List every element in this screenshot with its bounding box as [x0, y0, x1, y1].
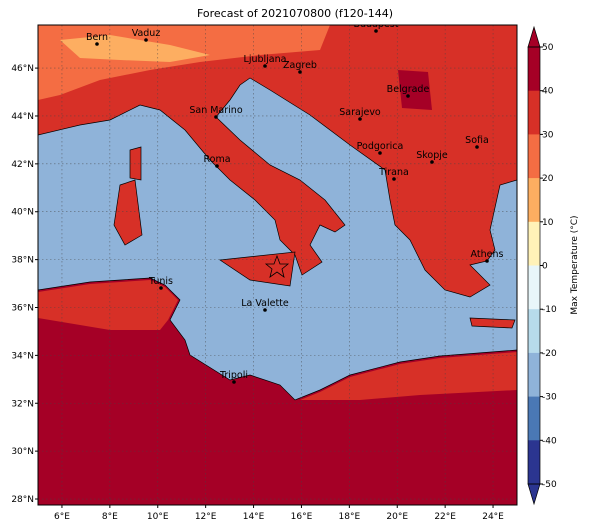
city-dot — [475, 145, 479, 149]
colorbar-band — [528, 90, 540, 135]
colorbar-band — [528, 265, 540, 310]
x-tick-label: 10°E — [147, 512, 169, 522]
city-dot — [485, 259, 489, 263]
colorbar-band — [528, 309, 540, 354]
city-label: Tirana — [378, 167, 409, 178]
y-tick-label: 46°N — [11, 64, 34, 74]
colorbar-tick-label: 0 — [542, 262, 548, 272]
city-label: La Valette — [241, 298, 289, 309]
colorbar-band — [528, 221, 540, 266]
hot-zone — [398, 70, 432, 110]
city-dot — [392, 177, 396, 181]
y-tick-label: 28°N — [11, 495, 34, 505]
city-dot — [159, 286, 163, 290]
colorbar-band — [528, 134, 540, 179]
x-tick-label: 6°E — [54, 512, 70, 522]
x-tick-label: 8°E — [102, 512, 118, 522]
city-label: Sofia — [465, 135, 489, 146]
city-label: Zagreb — [283, 60, 317, 71]
colorbar-tick-label: -40 — [542, 436, 557, 446]
city-dot — [358, 117, 362, 121]
city-dot — [263, 64, 267, 68]
corsica — [129, 146, 142, 181]
graticule — [38, 25, 517, 505]
colorbar-extend-bottom — [527, 483, 541, 506]
city-dot — [214, 115, 218, 119]
sicily — [219, 251, 296, 287]
city-dot — [263, 308, 267, 312]
sardinia — [113, 179, 143, 246]
colorbar-band — [528, 396, 540, 441]
colorbar-tick-label: 30 — [542, 130, 554, 140]
city-dot — [144, 38, 148, 42]
title: Forecast of 2021070800 (f120-144) — [197, 7, 393, 20]
city-label: Belgrade — [387, 84, 430, 95]
city-dot — [406, 94, 410, 98]
y-tick-label: 42°N — [11, 160, 34, 170]
colorbar-band — [528, 440, 540, 485]
city-label: Vaduz — [132, 28, 161, 39]
colorbar-tick-label: 50 — [542, 43, 554, 53]
city-dot — [232, 380, 236, 384]
city-dot — [298, 70, 302, 74]
city-label: Ljubljana — [244, 54, 287, 65]
colorbar-label: Max Temperature (°C) — [570, 215, 580, 314]
city-dot — [374, 29, 378, 33]
alps-zone — [60, 35, 210, 62]
colorbar-tick-label: 20 — [542, 174, 554, 184]
city-dot — [430, 160, 434, 164]
city-dot — [95, 42, 99, 46]
africa — [38, 277, 517, 505]
colorbar-tick-label: -50 — [542, 480, 557, 490]
star-marker — [264, 254, 290, 278]
colorbar-band — [528, 47, 540, 92]
city-label: Sarajevo — [339, 107, 381, 118]
city-dot — [215, 164, 219, 168]
map-frame — [37, 24, 518, 506]
x-tick-label: 20°E — [386, 512, 408, 522]
x-tick-label: 12°E — [195, 512, 217, 522]
city-label: Bern — [86, 32, 108, 43]
city-label: San Marino — [189, 105, 242, 116]
x-tick-label: 22°E — [434, 512, 456, 522]
colorbar-extend-top — [527, 25, 541, 48]
colorbar-tick-label: -20 — [542, 349, 557, 359]
crete — [469, 317, 516, 329]
colorbar-band — [528, 352, 540, 398]
city-label: Tripoli — [219, 370, 248, 381]
y-tick-label: 38°N — [11, 256, 34, 266]
x-tick-label: 24°E — [482, 512, 504, 522]
colorbar-tick-label: -10 — [542, 305, 557, 315]
x-tick-label: 18°E — [339, 512, 361, 522]
x-tick-label: 14°E — [243, 512, 265, 522]
y-tick-label: 40°N — [11, 208, 34, 218]
city-label: Podgorica — [357, 141, 404, 152]
city-label: Roma — [203, 154, 230, 165]
colorbar-tick-label: 40 — [542, 87, 554, 97]
y-tick-label: 34°N — [11, 351, 34, 361]
city-label: Skopje — [416, 150, 448, 161]
city-dot — [378, 151, 382, 155]
colorbar-tick-label: -30 — [542, 393, 557, 403]
x-tick-label: 16°E — [291, 512, 313, 522]
y-tick-label: 44°N — [11, 112, 34, 122]
city-label: Budapest — [354, 19, 399, 30]
y-tick-label: 30°N — [11, 447, 34, 457]
colorbar-band — [528, 178, 540, 223]
y-tick-label: 32°N — [11, 399, 34, 409]
city-label: Athens — [471, 249, 504, 260]
colorbar: 50 40 30 20 10 0 -10 -20 -30 -40 -50 — [527, 25, 557, 506]
y-tick-label: 36°N — [11, 303, 34, 313]
city-label: Tunis — [148, 276, 173, 287]
colorbar-tick-label: 10 — [542, 218, 554, 228]
